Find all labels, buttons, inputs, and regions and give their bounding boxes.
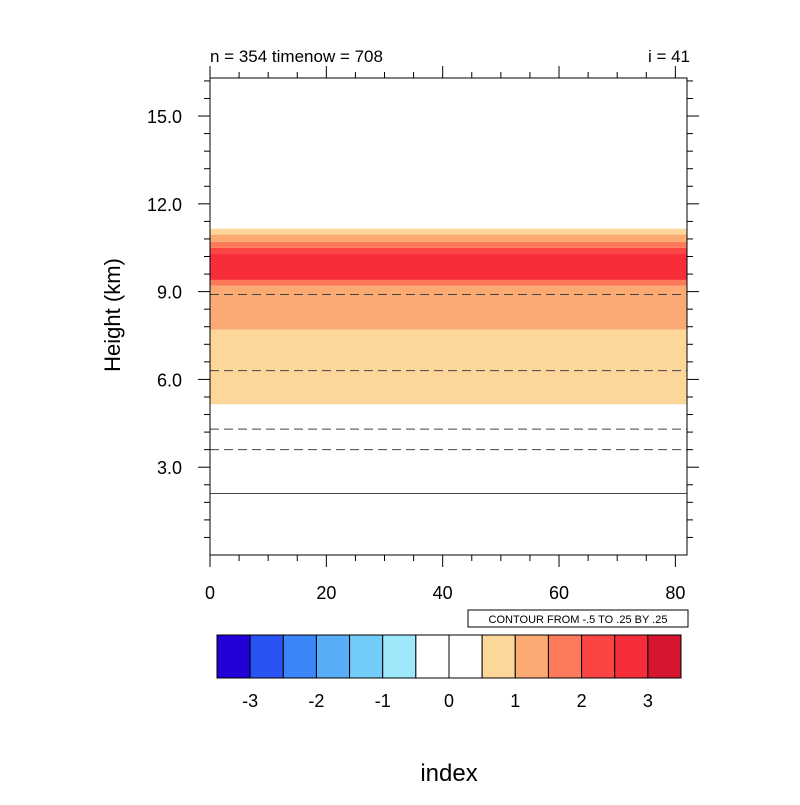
colorbar-box-4: [349, 634, 384, 679]
colorbar-label-2: -1: [375, 691, 391, 711]
title-left: n = 354 timenow = 708: [210, 47, 383, 66]
y-tick-label-2: 9.0: [157, 283, 182, 303]
x-tick-label-2: 40: [433, 583, 453, 603]
fill-band-2: [210, 279, 687, 286]
y-axis-label: Height (km): [100, 258, 125, 372]
x-tick-label-1: 20: [316, 583, 336, 603]
colorbar-box-7: [448, 634, 483, 679]
axis-ticks: [198, 66, 699, 567]
fill-band-6: [210, 234, 687, 242]
colorbar-box-10: [547, 634, 583, 679]
fill-band-1: [210, 285, 687, 330]
colorbar-box-8: [481, 634, 516, 679]
colorbar-box-9: [514, 634, 549, 679]
y-tick-label-4: 15.0: [147, 107, 182, 127]
colorbar-label-1: -2: [308, 691, 324, 711]
colorbar-box-6: [415, 634, 450, 679]
x-tick-label-3: 60: [549, 583, 569, 603]
colorbar-box-0: [216, 634, 251, 679]
info-label-box: [467, 609, 689, 628]
x-tick-label-0: 0: [205, 583, 215, 603]
fill-band-0: [210, 329, 687, 405]
colorbar-box-2: [282, 634, 317, 679]
colorbar-label-6: 3: [643, 691, 653, 711]
fill-band-7: [210, 228, 687, 235]
x-axis-label: index: [420, 760, 477, 787]
colorbar-box-1: [249, 634, 284, 679]
y-tick-label-1: 6.0: [157, 370, 182, 390]
colorbar-box-12: [614, 634, 649, 679]
colorbar-label-0: -3: [242, 691, 258, 711]
fill-bands: [210, 228, 687, 405]
info-label: CONTOUR FROM -.5 TO .25 BY .25: [489, 614, 668, 626]
colorbar-label-3: 0: [444, 691, 454, 711]
fill-band-3: [210, 253, 687, 280]
colorbar-labels: -3 -2 -1 0 1 2 3: [242, 691, 653, 711]
colorbar-label-4: 1: [510, 691, 520, 711]
fill-band-4: [210, 247, 687, 254]
x-tick-label-4: 80: [665, 583, 685, 603]
title-right: i = 41: [648, 47, 690, 66]
colorbar-box-13: [647, 634, 682, 679]
colorbar: [216, 634, 682, 679]
colorbar-box-3: [315, 634, 351, 679]
colorbar-box-11: [581, 634, 616, 679]
contour-lines: [210, 294, 687, 495]
y-tick-label-3: 12.0: [147, 195, 182, 215]
colorbar-box-5: [382, 634, 417, 679]
y-tick-label-0: 3.0: [157, 458, 182, 478]
tick-labels: 0 20 40 60 80 3.0 6.0 9.0 12.0 15.0: [147, 107, 685, 603]
fill-band-5: [210, 241, 687, 248]
colorbar-label-5: 2: [577, 691, 587, 711]
plot-frame: [209, 77, 688, 556]
